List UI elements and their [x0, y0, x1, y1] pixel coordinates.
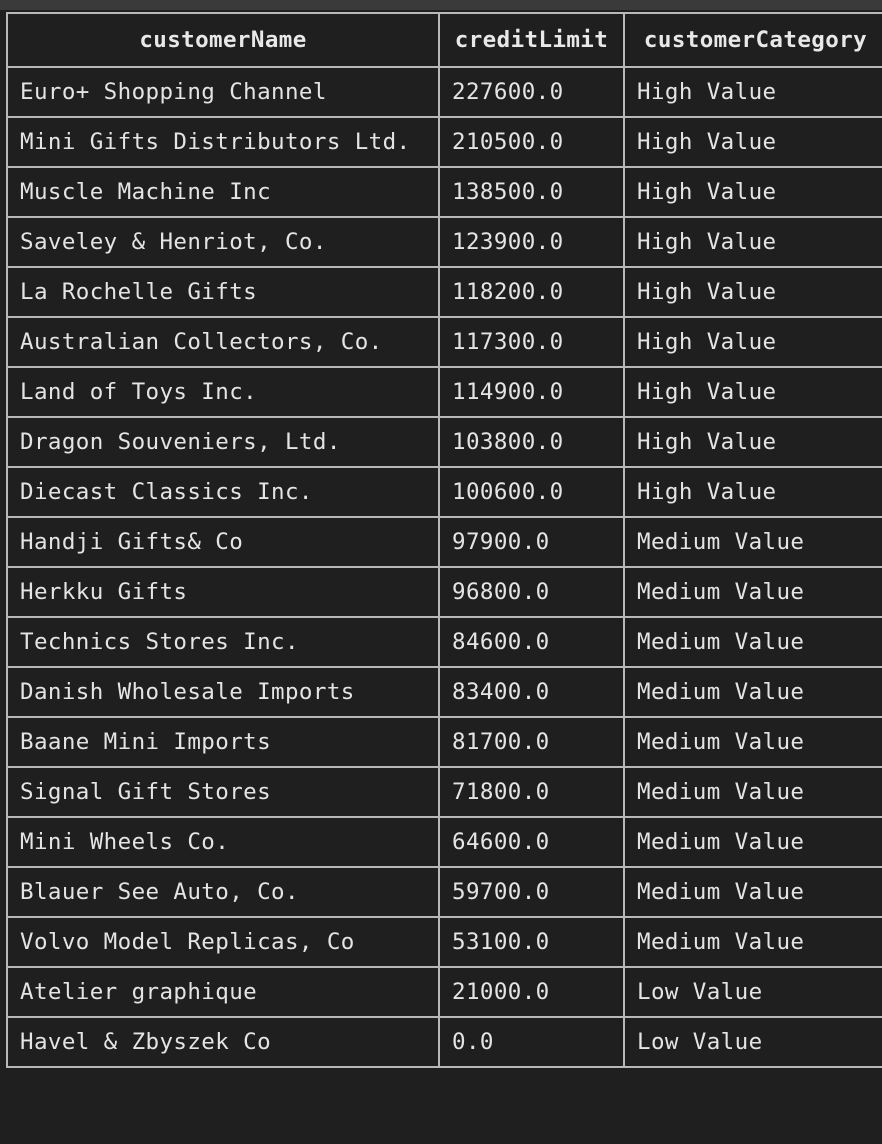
query-result-table: customerName creditLimit customerCategor… — [6, 12, 882, 1068]
cell-credit-limit: 210500.0 — [438, 116, 625, 168]
cell-customer-category: High Value — [623, 116, 882, 168]
cell-customer-category: Medium Value — [623, 566, 882, 618]
table-row[interactable]: Volvo Model Replicas, Co 53100.0 Medium Va… — [6, 916, 882, 968]
cell-customer-category: High Value — [623, 466, 882, 518]
table-row[interactable]: Havel & Zbyszek Co 0.0 Low Value — [6, 1016, 882, 1068]
cell-credit-limit: 81700.0 — [438, 716, 625, 768]
table-row[interactable]: Signal Gift Stores 71800.0 Medium Value — [6, 766, 882, 818]
cell-customer-category: Medium Value — [623, 766, 882, 818]
table-row[interactable]: Diecast Classics Inc. 100600.0 High Value — [6, 466, 882, 518]
cell-customer-name: Volvo Model Replicas, Co — [6, 916, 440, 968]
cell-customer-name: Signal Gift Stores — [6, 766, 440, 818]
table-row[interactable]: Australian Collectors, Co. 117300.0 High V… — [6, 316, 882, 368]
cell-credit-limit: 64600.0 — [438, 816, 625, 868]
table-body: Euro+ Shopping Channel 227600.0 High Value… — [6, 66, 882, 1068]
cell-credit-limit: 0.0 — [438, 1016, 625, 1068]
table-row[interactable]: Dragon Souveniers, Ltd. 103800.0 High Valu… — [6, 416, 882, 468]
cell-customer-category: High Value — [623, 266, 882, 318]
cell-credit-limit: 123900.0 — [438, 216, 625, 268]
cell-customer-name: Danish Wholesale Imports — [6, 666, 440, 718]
cell-customer-category: High Value — [623, 316, 882, 368]
table-row[interactable]: Saveley & Henriot, Co. 123900.0 High Value — [6, 216, 882, 268]
cell-credit-limit: 227600.0 — [438, 66, 625, 118]
table-row[interactable]: Handji Gifts& Co 97900.0 Medium Value — [6, 516, 882, 568]
cell-customer-name: Atelier graphique — [6, 966, 440, 1018]
cell-customer-category: Low Value — [623, 1016, 882, 1068]
cell-customer-name: Saveley & Henriot, Co. — [6, 216, 440, 268]
cell-credit-limit: 84600.0 — [438, 616, 625, 668]
cell-credit-limit: 83400.0 — [438, 666, 625, 718]
table-row[interactable]: La Rochelle Gifts 118200.0 High Value — [6, 266, 882, 318]
cell-credit-limit: 100600.0 — [438, 466, 625, 518]
scroll-top-edge — [0, 0, 882, 10]
cell-customer-category: High Value — [623, 216, 882, 268]
cell-customer-category: Medium Value — [623, 816, 882, 868]
cell-customer-category: Medium Value — [623, 516, 882, 568]
cell-credit-limit: 138500.0 — [438, 166, 625, 218]
cell-customer-name: Handji Gifts& Co — [6, 516, 440, 568]
cell-credit-limit: 71800.0 — [438, 766, 625, 818]
cell-customer-name: Euro+ Shopping Channel — [6, 66, 440, 118]
cell-customer-name: Mini Wheels Co. — [6, 816, 440, 868]
table-row[interactable]: Technics Stores Inc. 84600.0 Medium Value — [6, 616, 882, 668]
cell-credit-limit: 59700.0 — [438, 866, 625, 918]
cell-credit-limit: 53100.0 — [438, 916, 625, 968]
cell-customer-name: Blauer See Auto, Co. — [6, 866, 440, 918]
cell-customer-name: Baane Mini Imports — [6, 716, 440, 768]
cell-customer-category: Medium Value — [623, 716, 882, 768]
cell-credit-limit: 114900.0 — [438, 366, 625, 418]
cell-credit-limit: 21000.0 — [438, 966, 625, 1018]
column-header-customer-name[interactable]: customerName — [6, 12, 440, 68]
table-row[interactable]: Euro+ Shopping Channel 227600.0 High Value — [6, 66, 882, 118]
header-row: customerName creditLimit customerCategor… — [6, 12, 882, 68]
cell-customer-name: Diecast Classics Inc. — [6, 466, 440, 518]
cell-customer-category: Low Value — [623, 966, 882, 1018]
cell-credit-limit: 118200.0 — [438, 266, 625, 318]
table-row[interactable]: Blauer See Auto, Co. 59700.0 Medium Value — [6, 866, 882, 918]
table-row[interactable]: Muscle Machine Inc 138500.0 High Value — [6, 166, 882, 218]
table-row[interactable]: Mini Wheels Co. 64600.0 Medium Value — [6, 816, 882, 868]
cell-customer-category: High Value — [623, 366, 882, 418]
table-row[interactable]: Baane Mini Imports 81700.0 Medium Value — [6, 716, 882, 768]
cell-customer-name: Herkku Gifts — [6, 566, 440, 618]
table-header: customerName creditLimit customerCategor… — [6, 12, 882, 68]
cell-customer-category: High Value — [623, 66, 882, 118]
cell-credit-limit: 117300.0 — [438, 316, 625, 368]
cell-credit-limit: 96800.0 — [438, 566, 625, 618]
cell-customer-category: Medium Value — [623, 616, 882, 668]
cell-customer-name: Australian Collectors, Co. — [6, 316, 440, 368]
cell-credit-limit: 97900.0 — [438, 516, 625, 568]
cell-customer-category: Medium Value — [623, 916, 882, 968]
cell-customer-name: Mini Gifts Distributors Ltd. — [6, 116, 440, 168]
table-row[interactable]: Atelier graphique 21000.0 Low Value — [6, 966, 882, 1018]
table-row[interactable]: Danish Wholesale Imports 83400.0 Medium Va… — [6, 666, 882, 718]
column-header-customer-category[interactable]: customerCategory — [623, 12, 882, 68]
cell-customer-name: Land of Toys Inc. — [6, 366, 440, 418]
cell-credit-limit: 103800.0 — [438, 416, 625, 468]
cell-customer-category: Medium Value — [623, 666, 882, 718]
column-header-credit-limit[interactable]: creditLimit — [438, 12, 625, 68]
cell-customer-category: High Value — [623, 166, 882, 218]
table-row[interactable]: Mini Gifts Distributors Ltd. 210500.0 High… — [6, 116, 882, 168]
cell-customer-name: Muscle Machine Inc — [6, 166, 440, 218]
cell-customer-name: Technics Stores Inc. — [6, 616, 440, 668]
cell-customer-name: La Rochelle Gifts — [6, 266, 440, 318]
table-row[interactable]: Land of Toys Inc. 114900.0 High Value — [6, 366, 882, 418]
cell-customer-name: Dragon Souveniers, Ltd. — [6, 416, 440, 468]
cell-customer-category: Medium Value — [623, 866, 882, 918]
table-row[interactable]: Herkku Gifts 96800.0 Medium Value — [6, 566, 882, 618]
cell-customer-category: High Value — [623, 416, 882, 468]
cell-customer-name: Havel & Zbyszek Co — [6, 1016, 440, 1068]
